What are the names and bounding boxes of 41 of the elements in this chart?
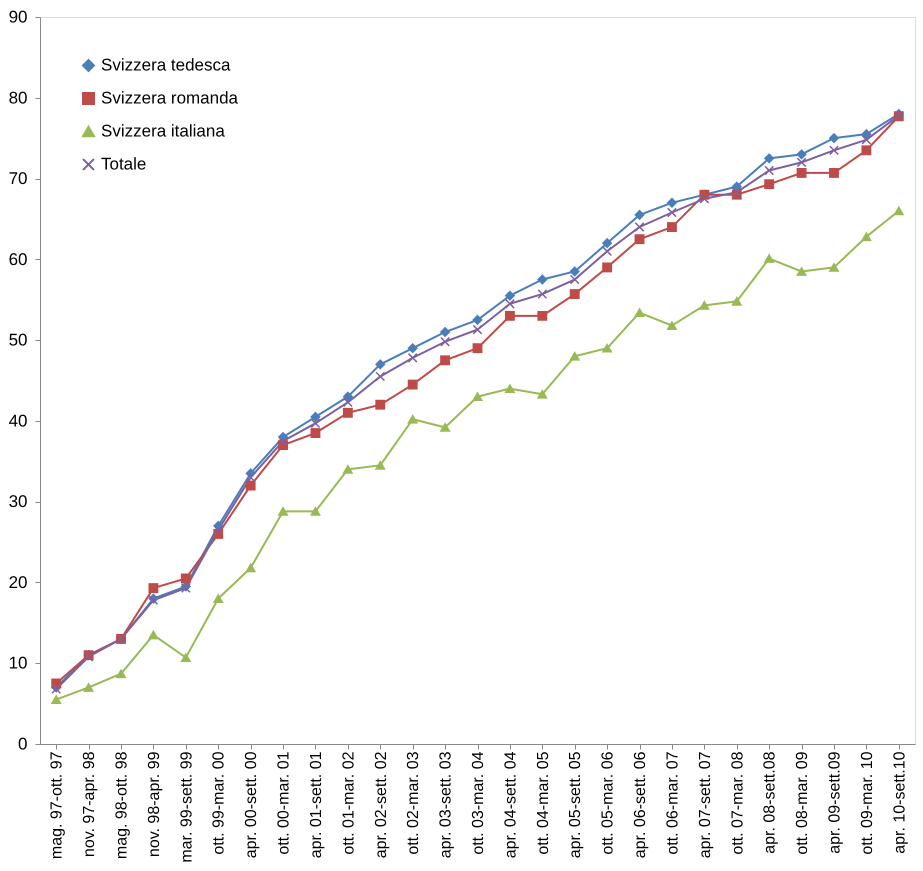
legend-label: Svizzera romanda xyxy=(101,88,239,108)
y-tick-label: 90 xyxy=(8,8,28,26)
y-tick-label: 10 xyxy=(8,654,28,673)
x-tick-label: apr. 04-sett. 04 xyxy=(502,751,520,858)
x-tick-label: ott. 01-mar. 02 xyxy=(340,751,358,855)
y-tick-label: 50 xyxy=(8,330,28,350)
x-tick-label: apr. 02-sett. 02 xyxy=(372,751,390,858)
y-tick-label: 30 xyxy=(8,492,28,512)
y-tick-label: 70 xyxy=(8,169,28,188)
x-tick-label: ott. 09-mar. 10 xyxy=(858,751,876,855)
x-tick-label: ott. 03-mar. 04 xyxy=(470,751,487,855)
x-tick-label: ott. 00-mar. 01 xyxy=(276,751,293,855)
legend-label: Totale xyxy=(101,154,146,174)
x-tick-label: apr. 09-sett.09 xyxy=(826,751,844,854)
x-tick-label: ott. 99-mar. 00 xyxy=(210,751,228,855)
legend-label: Svizzera tedesca xyxy=(101,56,231,74)
y-tick-label: 80 xyxy=(8,88,28,108)
x-tick-label: apr. 05-sett. 05 xyxy=(567,751,584,858)
x-tick-label: apr. 01-sett. 01 xyxy=(308,751,325,858)
x-tick-label: apr. 07-sett. 07 xyxy=(696,751,714,858)
x-tick-label: mag. 97-ott. 97 xyxy=(48,751,66,860)
y-tick-label: 60 xyxy=(8,250,28,269)
x-tick-label: apr. 06-sett. 06 xyxy=(632,751,650,858)
x-tick-label: ott. 08-mar. 09 xyxy=(794,751,812,855)
x-tick-label: ott. 07-mar. 08 xyxy=(729,751,746,855)
x-tick-label: apr. 10-sett.10 xyxy=(891,751,908,854)
x-tick-label: apr. 00-sett. 00 xyxy=(243,751,260,858)
x-tick-label: ott. 06-mar. 07 xyxy=(664,751,682,855)
x-tick-label: mar. 99-sett. 99 xyxy=(178,751,196,863)
x-tick-label: ott. 02-mar. 03 xyxy=(405,751,422,855)
x-tick-label: ott. 04-mar. 05 xyxy=(534,751,552,855)
x-tick-label: nov. 98-apr. 99 xyxy=(146,751,163,858)
y-tick-label: 20 xyxy=(8,572,28,592)
x-tick-label: nov. 97-apr. 98 xyxy=(81,751,98,858)
y-tick-label: 40 xyxy=(8,411,28,430)
x-tick-label: ott. 05-mar. 06 xyxy=(600,751,617,855)
x-tick-label: mag. 98-ott. 98 xyxy=(114,751,131,860)
legend-label: Svizzera italiana xyxy=(101,122,226,140)
x-tick-label: apr. 08-sett.08 xyxy=(762,751,779,854)
y-tick-label: 0 xyxy=(18,734,28,754)
x-tick-label: apr. 03-sett. 03 xyxy=(438,751,455,858)
